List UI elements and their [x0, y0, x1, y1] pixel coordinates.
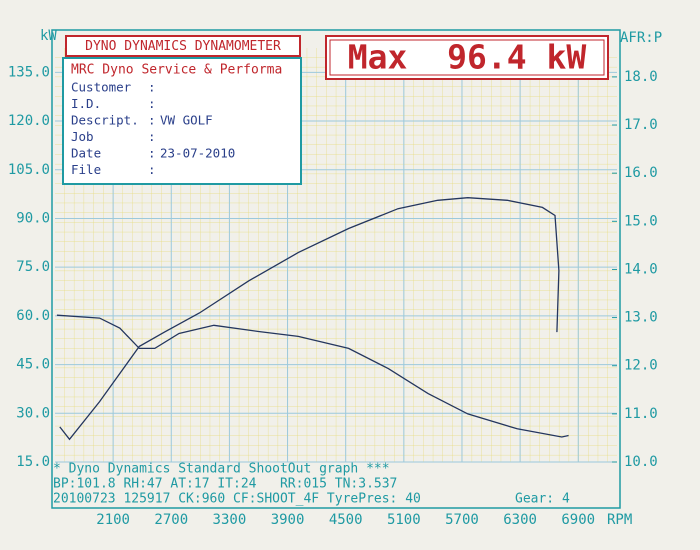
row-label: Customer [71, 80, 132, 95]
title-box [65, 35, 301, 57]
footer-line: BP:101.8 RH:47 AT:17 IT:24 RR:015 TN:3.5… [53, 477, 397, 492]
y-tick-label: 60.0 [16, 308, 50, 324]
row-label: File [71, 162, 101, 177]
y-tick-label: 30.0 [16, 405, 50, 421]
info-rows: Customer: I.D.: Descript.: VW GOLF Job: Date:… [71, 80, 235, 178]
row-value: VW GOLF [160, 113, 213, 128]
row-sep: : [148, 80, 156, 95]
footer-line: * Dyno Dynamics Standard ShootOut graph … [53, 462, 390, 477]
y2-tick-label: 10.0 [624, 454, 658, 470]
row-label: Descript. [71, 113, 139, 128]
y2-tick-label: 15.0 [624, 213, 658, 229]
row-sep: : [148, 129, 156, 144]
y2-tick-label: 13.0 [624, 310, 658, 326]
y2-tick-label: 17.0 [624, 117, 658, 133]
x-tick-label: 5700 [445, 512, 479, 528]
title: DYNO DYNAMICS DYNAMOMETER [85, 39, 281, 54]
row-sep: : [148, 96, 156, 111]
y-tick-label: 90.0 [16, 210, 50, 226]
max-box [325, 35, 609, 80]
y2-tick-label: 14.0 [624, 261, 658, 277]
y2-tick-label: 16.0 [624, 165, 658, 181]
info-box [62, 57, 302, 185]
row-sep: : [148, 162, 156, 177]
y-tick-label: 120.0 [8, 113, 50, 129]
y-tick-label: 105.0 [8, 162, 50, 178]
y-label: kW [40, 28, 57, 44]
x-tick-label: 4500 [329, 512, 363, 528]
x-tick-label: 6900 [561, 512, 595, 528]
x-tick-label: 6300 [503, 512, 537, 528]
y-tick-label: 75.0 [16, 259, 50, 275]
gear: Gear: 4 [515, 492, 570, 507]
row-value: 23-07-2010 [160, 146, 235, 161]
y2-tick-label: 18.0 [624, 69, 658, 85]
y2-label: AFR:P [620, 30, 662, 46]
row-label: Job [71, 129, 94, 144]
y-tick-label: 45.0 [16, 357, 50, 373]
max-box-inner [329, 39, 605, 76]
row-sep: : [148, 146, 156, 161]
blur [156, 163, 244, 183]
x-label: RPM [607, 512, 632, 528]
x-tick-label: 2700 [154, 512, 188, 528]
x-tick-label: 5100 [387, 512, 421, 528]
row-sep: : [148, 113, 156, 128]
y-tick-label: 15.0 [16, 454, 50, 470]
series-line [59, 197, 560, 441]
x-tick-label: 3900 [271, 512, 305, 528]
y2-tick-label: 11.0 [624, 406, 658, 422]
row-label: Date [71, 146, 101, 161]
row-label: I.D. [71, 96, 101, 111]
blur [156, 86, 204, 106]
max-power: Max 96.4 kW [348, 38, 587, 77]
company: MRC Dyno Service & Performa [71, 63, 282, 78]
y2-tick-label: 12.0 [624, 358, 658, 374]
frame [51, 29, 621, 509]
x-tick-label: 3300 [213, 512, 247, 528]
series-line [56, 314, 569, 438]
y-tick-label: 135.0 [8, 64, 50, 80]
x-tick-label: 2100 [96, 512, 130, 528]
footer-line: 20100723 125917 CK:960 CF:SHOOT_4F TyreP… [53, 492, 421, 507]
